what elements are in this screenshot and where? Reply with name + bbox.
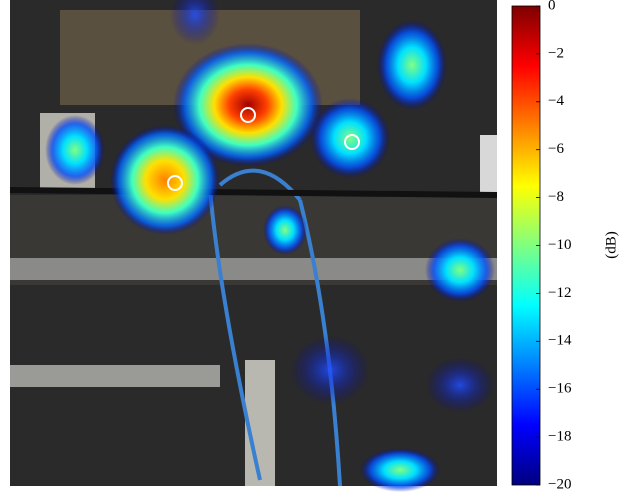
colorbar <box>512 6 540 485</box>
colorbar-tick-label: −18 <box>548 429 571 445</box>
colorbar-tick-label: −10 <box>548 237 571 253</box>
colorbar-tick-label: −8 <box>548 189 564 205</box>
colorbar-tick-label: −4 <box>548 93 564 109</box>
colorbar-tick-label: −20 <box>548 476 571 492</box>
colorbar-tick-label: −12 <box>548 285 571 301</box>
colorbar-label: (dB) <box>603 231 619 259</box>
colorbar-tick-label: −2 <box>548 45 564 61</box>
colorbar-tick-label: −14 <box>548 333 572 349</box>
figure: (dB) 0 −2 −4 −6 −8 −10 −12 −14 −16 −18 −20 <box>0 0 628 494</box>
colorbar-tick-label: −6 <box>548 141 564 157</box>
colorbar-tick-label: 0 <box>548 0 556 13</box>
colorbar-tick-label: −16 <box>548 381 572 397</box>
